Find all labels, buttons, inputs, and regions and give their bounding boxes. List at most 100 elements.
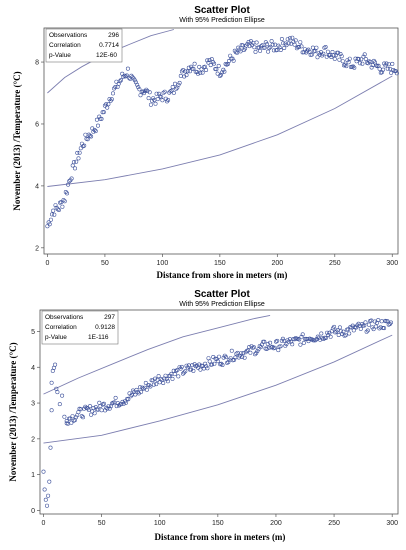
- stat-label-correlation: Correlation: [45, 324, 77, 331]
- stat-value-observations: 296: [108, 32, 119, 39]
- data-point: [352, 65, 357, 70]
- data-point: [319, 331, 324, 336]
- data-point: [389, 70, 394, 75]
- data-point: [377, 66, 382, 71]
- x-axis-label: Distance from shore in meters (m): [155, 532, 286, 542]
- data-point: [186, 65, 191, 70]
- data-point: [363, 320, 368, 325]
- data-point: [205, 366, 210, 371]
- data-point: [300, 332, 305, 337]
- data-point: [140, 385, 145, 390]
- data-point: [134, 387, 139, 392]
- data-point: [264, 42, 269, 47]
- data-point: [206, 60, 211, 65]
- stat-label-observations: Observations: [49, 32, 88, 39]
- data-point: [208, 63, 213, 68]
- data-point: [365, 328, 370, 333]
- data-point: [206, 356, 211, 361]
- data-point: [264, 346, 269, 351]
- x-tick-label: 300: [386, 260, 398, 267]
- data-point: [354, 325, 359, 330]
- data-point: [230, 56, 235, 61]
- data-point: [55, 207, 60, 212]
- y-tick-label: 4: [35, 183, 39, 190]
- data-point: [347, 331, 352, 336]
- data-point: [185, 69, 190, 74]
- data-point: [113, 85, 118, 90]
- data-point: [83, 132, 88, 137]
- data-point: [369, 65, 374, 70]
- data-point: [92, 128, 97, 133]
- data-point: [96, 123, 101, 128]
- data-point: [132, 78, 137, 83]
- data-point: [210, 362, 215, 367]
- y-tick-label: 8: [35, 60, 39, 67]
- data-point: [212, 361, 217, 366]
- data-point: [293, 38, 298, 43]
- data-point: [345, 327, 350, 332]
- data-point: [386, 62, 391, 67]
- data-point: [41, 469, 46, 474]
- data-point: [183, 69, 188, 74]
- data-point: [155, 97, 160, 102]
- data-point: [358, 61, 363, 66]
- data-point: [261, 339, 266, 344]
- data-point: [267, 45, 272, 50]
- data-point: [278, 47, 283, 52]
- data-points: [45, 35, 399, 229]
- data-point: [338, 51, 343, 56]
- data-point: [343, 333, 348, 338]
- data-point: [164, 377, 169, 382]
- data-point: [135, 82, 140, 87]
- data-point: [379, 319, 384, 324]
- data-point: [81, 415, 86, 420]
- data-point: [156, 374, 161, 379]
- data-point: [245, 41, 250, 46]
- stat-value-p-value: 12E-60: [96, 52, 117, 59]
- data-point: [226, 360, 231, 365]
- data-point: [184, 73, 189, 78]
- data-point: [321, 336, 326, 341]
- data-point: [351, 328, 356, 333]
- data-point: [298, 342, 303, 347]
- data-point: [88, 404, 93, 409]
- data-point: [142, 385, 147, 390]
- data-point: [191, 66, 196, 71]
- y-tick-label: 6: [35, 121, 39, 128]
- data-point: [133, 80, 138, 85]
- data-point: [330, 49, 335, 54]
- data-point: [119, 402, 124, 407]
- data-point: [235, 50, 240, 55]
- data-point: [44, 503, 49, 508]
- data-point: [279, 36, 284, 41]
- data-point: [60, 204, 65, 209]
- data-point: [238, 49, 243, 54]
- data-point: [276, 348, 281, 353]
- data-point: [272, 345, 277, 350]
- x-tick-label: 150: [214, 260, 226, 267]
- data-point: [290, 342, 295, 347]
- data-point: [204, 68, 209, 73]
- data-point: [162, 89, 167, 94]
- data-point: [207, 359, 212, 364]
- data-point: [289, 41, 294, 46]
- data-point: [222, 69, 227, 74]
- data-point: [153, 376, 158, 381]
- data-point: [136, 85, 141, 90]
- data-point: [247, 344, 252, 349]
- data-point: [107, 406, 112, 411]
- data-point: [178, 73, 183, 78]
- data-point: [272, 42, 277, 47]
- data-point: [247, 44, 252, 49]
- data-point: [128, 394, 133, 399]
- data-point: [45, 224, 50, 229]
- data-point: [89, 412, 94, 417]
- data-point: [381, 67, 386, 72]
- data-point: [307, 49, 312, 54]
- data-point: [49, 408, 54, 413]
- data-point: [219, 361, 224, 366]
- y-tick-label: 4: [31, 365, 35, 372]
- x-tick-label: 250: [328, 520, 340, 527]
- data-point: [250, 43, 255, 48]
